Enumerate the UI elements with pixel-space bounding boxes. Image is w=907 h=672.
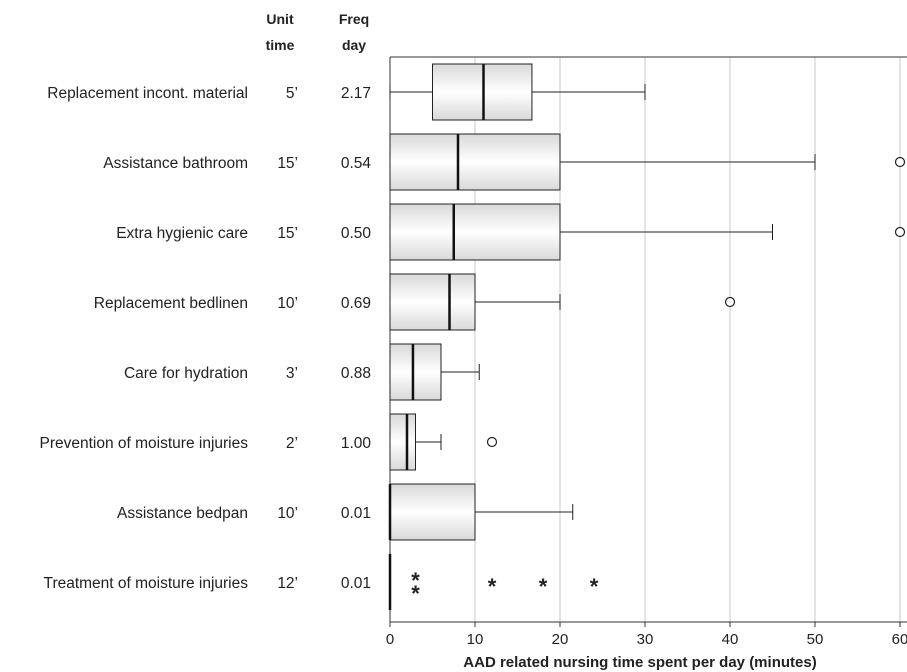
x-axis-label: AAD related nursing time spent per day (… (463, 654, 816, 671)
extreme-point-4: * (539, 574, 548, 599)
extreme-point-1: * (411, 568, 420, 593)
x-tick-label-10: 10 (467, 631, 484, 648)
outlier-point-1 (894, 156, 906, 168)
x-tick-label-0: 0 (386, 631, 394, 648)
iqr-box (389, 483, 476, 541)
iqr-box (432, 63, 533, 121)
row-3: Extra hygienic care 15’ 0.50 (116, 203, 906, 261)
unit-time-value: 5’ (286, 85, 298, 102)
unit-time-value: 2’ (286, 435, 298, 452)
freq-value: 1.00 (341, 435, 372, 452)
row-5: Care for hydration 3’ 0.88 (124, 343, 480, 401)
x-tick-label-30: 30 (637, 631, 654, 648)
row-7: Assistance bedpan 10’ 0.01 (117, 483, 574, 541)
outlier-point-1 (894, 226, 906, 238)
x-tick-label-40: 40 (722, 631, 739, 648)
unit-time-value: 15’ (277, 155, 298, 172)
row-2: Assistance bathroom 15’ 0.54 (103, 133, 906, 191)
column-headers: Unit time Freq day (266, 11, 370, 53)
x-tick-labels: 0 10 20 30 40 50 60 (386, 631, 907, 648)
freq-value: 2.17 (341, 85, 371, 102)
iqr-box (389, 203, 561, 261)
x-tick-label-20: 20 (552, 631, 569, 648)
freq-value: 0.54 (341, 155, 372, 172)
freq-value: 0.50 (341, 225, 372, 242)
x-tick-label-50: 50 (807, 631, 824, 648)
freq-day-header-line1: Freq (339, 11, 369, 27)
iqr-box (389, 343, 442, 401)
unit-time-header-line1: Unit (266, 11, 294, 27)
x-tick-label-60: 60 (892, 631, 907, 648)
row-label: Extra hygienic care (116, 225, 248, 242)
row-label: Assistance bedpan (117, 505, 248, 522)
outlier-point-1 (486, 436, 498, 448)
freq-value: 0.01 (341, 575, 371, 592)
row-1: Replacement incont. material 5’ 2.17 (47, 63, 646, 121)
row-label: Replacement incont. material (47, 85, 248, 102)
freq-value: 0.01 (341, 505, 371, 522)
unit-time-value: 10’ (277, 295, 298, 312)
freq-value: 0.88 (341, 365, 371, 382)
box-rows: Replacement incont. material 5’ 2.17 Assist… (40, 63, 906, 610)
row-label: Replacement bedlinen (94, 295, 248, 312)
outlier-point-1 (724, 296, 736, 308)
freq-value: 0.69 (341, 295, 371, 312)
unit-time-value: 15’ (277, 225, 298, 242)
row-4: Replacement bedlinen 10’ 0.69 (94, 273, 736, 331)
unit-time-value: 3’ (286, 365, 298, 382)
row-label: Prevention of moisture injuries (40, 435, 249, 452)
row-8: Treatment of moisture injuries 12’ 0.01 ** *… (44, 554, 599, 610)
row-label: Assistance bathroom (103, 155, 248, 172)
row-label: Care for hydration (124, 365, 248, 382)
extreme-point-5: * (590, 574, 599, 599)
iqr-box (389, 413, 416, 471)
unit-time-header-line2: time (266, 37, 295, 53)
iqr-box (389, 133, 561, 191)
unit-time-value: 12’ (277, 575, 298, 592)
row-label: Treatment of moisture injuries (44, 575, 249, 592)
row-6: Prevention of moisture injuries 2’ 1.00 (40, 413, 498, 471)
extreme-point-2: * (411, 581, 420, 606)
unit-time-value: 10’ (277, 505, 298, 522)
extreme-point-3: * (488, 574, 497, 599)
iqr-box (389, 273, 476, 331)
freq-day-header-line2: day (342, 37, 366, 53)
